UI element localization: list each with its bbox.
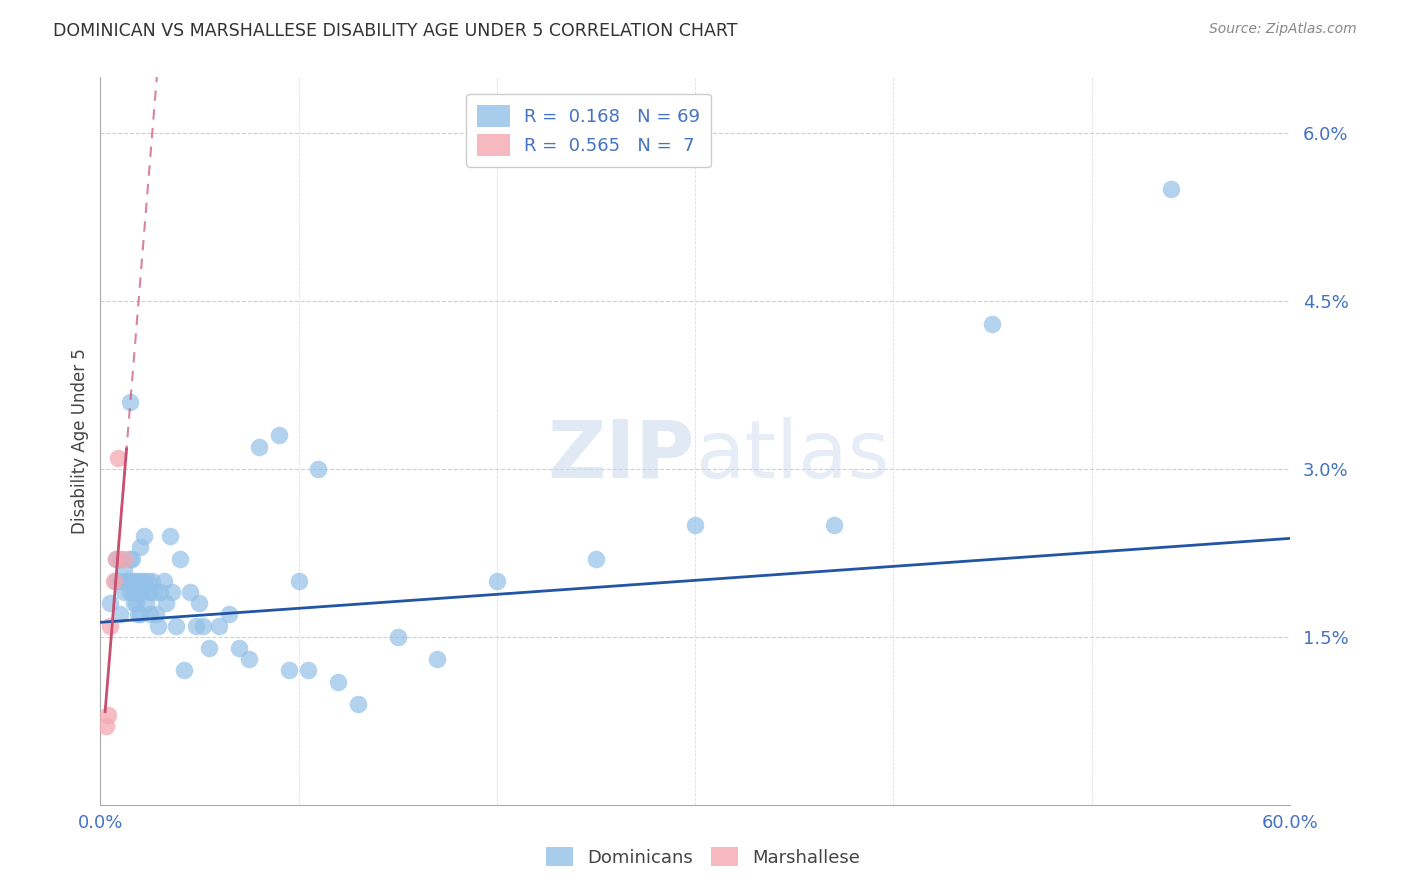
Point [145, 607, 167, 622]
Point [103, 574, 125, 588]
Point [267, 428, 290, 442]
Point [127, 585, 149, 599]
Text: Source: ZipAtlas.com: Source: ZipAtlas.com [1209, 22, 1357, 37]
Point [173, 664, 195, 678]
Point [155, 596, 177, 610]
Point [179, 585, 201, 599]
Point [121, 551, 143, 566]
Point [193, 618, 215, 632]
Y-axis label: Disability Age Under 5: Disability Age Under 5 [72, 348, 89, 534]
Point [108, 607, 131, 622]
Point [426, 652, 449, 666]
Point [136, 574, 159, 588]
Point [112, 551, 135, 566]
Point [139, 607, 162, 622]
Point [122, 585, 145, 599]
Point [115, 574, 138, 588]
Point [277, 664, 299, 678]
Point [129, 541, 152, 555]
Point [125, 585, 148, 599]
Point [160, 585, 183, 599]
Point [120, 585, 142, 599]
Text: ZIP: ZIP [548, 417, 695, 494]
Point [129, 607, 152, 622]
Point [208, 618, 231, 632]
Point [1160, 182, 1182, 196]
Point [121, 574, 143, 588]
Point [387, 630, 409, 644]
Point [105, 574, 128, 588]
Point [188, 596, 211, 610]
Point [97, 708, 120, 723]
Point [347, 697, 370, 711]
Legend: Dominicans, Marshallese: Dominicans, Marshallese [538, 840, 868, 874]
Point [238, 652, 260, 666]
Point [129, 574, 152, 588]
Point [139, 585, 162, 599]
Point [297, 664, 319, 678]
Point [125, 596, 148, 610]
Point [142, 585, 165, 599]
Point [112, 585, 135, 599]
Point [159, 529, 181, 543]
Point [198, 641, 221, 656]
Point [105, 551, 128, 566]
Point [485, 574, 508, 588]
Point [122, 596, 145, 610]
Point [98, 596, 121, 610]
Point [141, 574, 163, 588]
Point [132, 574, 155, 588]
Point [117, 574, 139, 588]
Point [132, 529, 155, 543]
Point [228, 641, 250, 656]
Point [127, 607, 149, 622]
Point [169, 551, 191, 566]
Point [108, 574, 131, 588]
Point [981, 317, 1004, 331]
Point [98, 618, 121, 632]
Point [683, 518, 706, 533]
Text: atlas: atlas [695, 417, 890, 494]
Point [105, 551, 128, 566]
Point [120, 551, 142, 566]
Point [165, 618, 187, 632]
Point [96, 719, 118, 733]
Point [149, 585, 172, 599]
Point [131, 585, 153, 599]
Point [218, 607, 240, 622]
Legend: R =  0.168   N = 69, R =  0.565   N =  7: R = 0.168 N = 69, R = 0.565 N = 7 [467, 94, 711, 167]
Point [112, 563, 135, 577]
Point [107, 450, 129, 465]
Text: DOMINICAN VS MARSHALLESE DISABILITY AGE UNDER 5 CORRELATION CHART: DOMINICAN VS MARSHALLESE DISABILITY AGE … [53, 22, 738, 40]
Point [247, 440, 270, 454]
Point [120, 395, 142, 409]
Point [125, 574, 148, 588]
Point [152, 574, 174, 588]
Point [184, 618, 207, 632]
Point [585, 551, 607, 566]
Point [135, 596, 157, 610]
Point [108, 551, 131, 566]
Point [146, 618, 169, 632]
Point [328, 674, 350, 689]
Point [823, 518, 845, 533]
Point [307, 462, 329, 476]
Point [287, 574, 309, 588]
